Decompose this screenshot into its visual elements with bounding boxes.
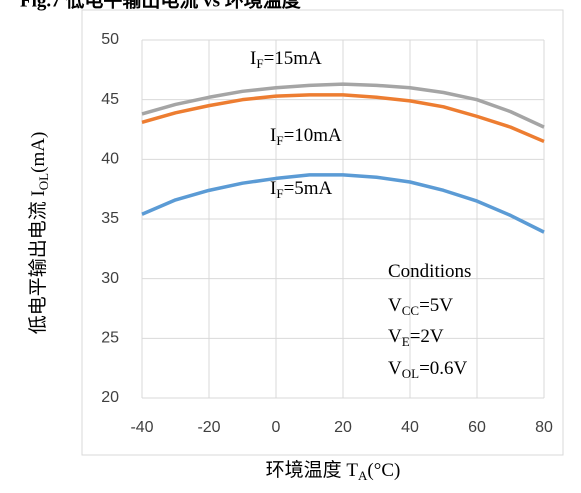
annotation-part: =2V — [410, 326, 444, 347]
series-label-part: I — [270, 125, 276, 146]
y-tick-label: 50 — [101, 31, 119, 48]
series-label-part: F — [256, 56, 263, 71]
x-tick-label: 20 — [334, 419, 352, 436]
y-axis-label: 低电平输出电流 IOL(mA) — [27, 132, 51, 335]
series-label: IF=5mA — [270, 178, 333, 201]
annotation-part: OL — [402, 366, 419, 381]
series-label: IF=15mA — [250, 48, 322, 71]
y-tick-label: 45 — [101, 91, 119, 108]
x-axis-label-part: (°C) — [367, 460, 400, 481]
annotation-part: CC — [402, 303, 419, 318]
series-label-part: =10mA — [284, 125, 342, 146]
series-line — [141, 93, 545, 144]
annotation-part: E — [402, 334, 410, 349]
x-axis-label-part: 环境温度 T — [266, 459, 359, 481]
chart-title: Fig.7 低电平输出电流 vs 环境温度 — [20, 0, 302, 11]
series-label-part: F — [276, 186, 283, 201]
y-tick-label: 40 — [101, 151, 119, 168]
chart-frame — [81, 9, 564, 456]
y-axis-label-part: 低电平输出电流 I — [27, 190, 49, 334]
annotation-part: =0.6V — [419, 358, 467, 379]
x-tick-label: 40 — [401, 419, 419, 436]
annotation-part: V — [388, 326, 402, 347]
x-tick-label: 80 — [535, 419, 553, 436]
x-axis-label-part: A — [358, 468, 368, 483]
y-axis-label-part: (mA) — [28, 132, 49, 173]
annotation-part: V — [388, 358, 402, 379]
series-line — [141, 82, 545, 129]
x-tick-label: 60 — [468, 419, 486, 436]
series-label-part: F — [276, 133, 283, 148]
annotation: VE=2V — [388, 326, 444, 349]
annotation-part: V — [388, 295, 402, 316]
annotation-part: Conditions — [388, 261, 471, 282]
annotation-part: =5V — [419, 295, 453, 316]
annotation: VOL=0.6V — [388, 358, 468, 381]
y-tick-label: 35 — [101, 210, 119, 227]
series-label: IF=10mA — [270, 125, 342, 148]
series-label-part: I — [250, 48, 256, 69]
series-label-part: =5mA — [284, 178, 333, 199]
x-tick-label: -20 — [197, 419, 220, 436]
y-tick-label: 30 — [101, 270, 119, 287]
series-line — [141, 173, 545, 234]
x-axis-label: 环境温度 TA(°C) — [266, 459, 401, 483]
y-tick-label: 20 — [101, 389, 119, 406]
annotation: Conditions — [388, 261, 471, 282]
annotation: VCC=5V — [388, 295, 453, 318]
x-tick-label: -40 — [130, 419, 153, 436]
y-tick-label: 25 — [101, 330, 119, 347]
series-label-part: I — [270, 178, 276, 199]
series-label-part: =15mA — [264, 48, 322, 69]
x-tick-label: 0 — [272, 419, 281, 436]
y-axis-label-part: OL — [36, 173, 51, 190]
